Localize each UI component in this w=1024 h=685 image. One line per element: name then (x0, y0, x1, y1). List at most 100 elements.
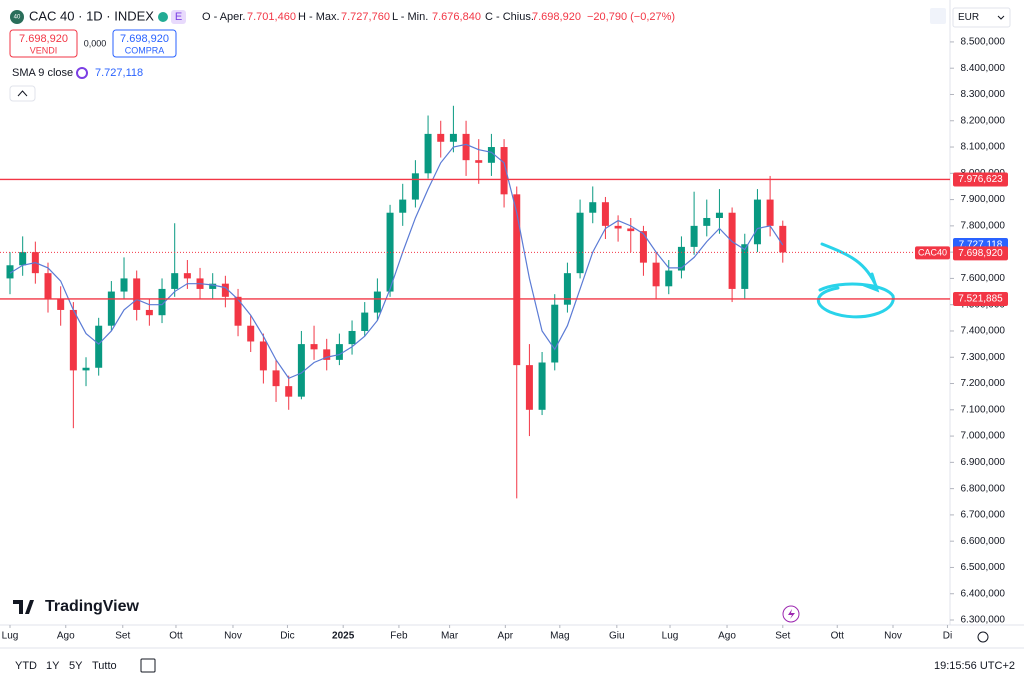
candle-body (665, 270, 673, 287)
plot (6, 105, 787, 499)
x-tick-label: Nov (884, 631, 902, 642)
logo-text: TradingView (45, 598, 140, 615)
sell-button[interactable] (9, 29, 78, 58)
buy-button[interactable] (112, 29, 177, 58)
candle-body (563, 273, 571, 305)
symbol-title[interactable]: CAC 40 · 1D · INDEX (29, 8, 154, 23)
candle-body (513, 194, 521, 366)
y-tick-label: 7.400,000 (961, 326, 1006, 337)
range-button[interactable]: Tutto (92, 660, 117, 672)
buy-label: COMPRA (125, 45, 165, 55)
candle-body (272, 370, 280, 387)
menu-button[interactable] (930, 8, 946, 24)
logo-mark (13, 600, 34, 614)
candle-body (6, 265, 14, 279)
y-tick-label: 6.500,000 (961, 562, 1006, 573)
sell-price: 7.698,920 (19, 33, 68, 45)
candle-body (44, 273, 52, 300)
y-tick-label: 7.000,000 (961, 431, 1006, 442)
indicator-label[interactable]: SMA 9 close (12, 67, 73, 79)
candle-body (19, 252, 27, 266)
x-tick-label: Set (775, 631, 790, 642)
range-button[interactable]: 5Y (69, 660, 83, 672)
ohlc-value: 7.676,840 (432, 11, 481, 23)
candle-body (500, 147, 508, 195)
badge-bg (171, 10, 186, 24)
sma-tag-label: 7.727,118 (959, 240, 1003, 251)
x-tick-label: 2025 (332, 631, 355, 642)
candle-body (487, 147, 495, 163)
date-range-icon[interactable] (140, 658, 156, 673)
level-tag-label: 7.521,885 (958, 294, 1003, 305)
candle-body (639, 231, 647, 263)
candle-body (145, 309, 153, 316)
candle-body (538, 362, 546, 410)
candle-body (107, 291, 115, 326)
sma-line (9, 143, 784, 380)
y-tick-label: 6.700,000 (961, 510, 1006, 521)
y-tick-label: 7.600,000 (961, 273, 1006, 284)
y-tick-label: 7.200,000 (961, 378, 1006, 389)
range-button[interactable]: YTD (15, 660, 37, 672)
candle-body (677, 246, 685, 271)
y-tick-label: 6.400,000 (961, 588, 1006, 599)
candle-body (589, 202, 597, 213)
currency: EUR (958, 12, 979, 23)
candle-body (437, 133, 445, 142)
symbol-tag (915, 246, 950, 260)
symbol-tag-label: CAC40 (918, 247, 947, 257)
badge: E (175, 11, 182, 23)
candle-body (310, 344, 318, 350)
candle-body (779, 225, 787, 253)
candle-body (158, 288, 166, 316)
candle-body (753, 199, 761, 245)
candle-body (475, 160, 483, 163)
candle-body (741, 244, 749, 289)
candle-body (69, 309, 77, 371)
events-glyph (788, 609, 795, 619)
candle-body (297, 344, 305, 397)
x-tick-label: Di (943, 631, 952, 642)
candle-body (399, 199, 407, 213)
candle-body (715, 212, 723, 218)
collapse-button[interactable] (9, 85, 36, 102)
x-tick-label: Ott (831, 631, 845, 642)
settings-icon[interactable] (977, 631, 989, 643)
y-tick-label: 6.800,000 (961, 483, 1006, 494)
candle-body (120, 278, 128, 292)
sell-label: VENDI (30, 45, 58, 55)
candle-body (462, 133, 470, 161)
candle-body (247, 325, 255, 342)
candle-body (652, 262, 660, 287)
ohlc-label: L - Min. (392, 11, 428, 23)
x-tick-label: Mag (550, 631, 569, 642)
y-tick-label: 7.900,000 (961, 194, 1006, 205)
candle-body (690, 225, 698, 247)
candle-body (424, 133, 432, 174)
annotation-circle (817, 282, 895, 319)
candle-body (82, 367, 90, 371)
symbol-icon-text: 40 (14, 15, 21, 21)
symbol-icon (10, 10, 24, 24)
level-tag-label: 7.976,623 (958, 174, 1003, 185)
ohlc-value: 7.727,760 (341, 11, 390, 23)
last-price-label: 7.698,920 (958, 248, 1003, 259)
candle-body (703, 217, 711, 226)
candle-body (221, 283, 229, 297)
x-tick-label: Set (115, 631, 130, 642)
dropdown-icon (997, 15, 1005, 20)
currency-select[interactable] (952, 7, 1011, 28)
x-tick-label: Mar (441, 631, 459, 642)
candle-body (766, 199, 774, 226)
last-price-tag (953, 246, 1008, 261)
candle-body (411, 173, 419, 200)
range-button[interactable]: 1Y (46, 660, 60, 672)
candle-body (95, 325, 103, 368)
candle-body (551, 304, 559, 363)
change: −20,790 (−0,27%) (587, 11, 675, 23)
candle-body (576, 212, 584, 274)
candle-body (449, 133, 457, 142)
x-tick-label: Ago (718, 631, 736, 642)
candle-body (373, 291, 381, 313)
y-tick-label: 8.100,000 (961, 142, 1006, 153)
